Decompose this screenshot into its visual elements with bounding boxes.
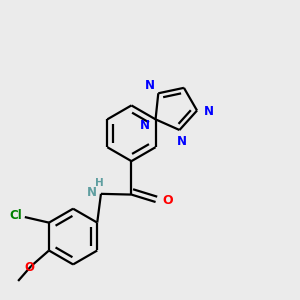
Text: Cl: Cl (9, 209, 22, 222)
Text: H: H (95, 178, 104, 188)
Text: O: O (24, 261, 34, 274)
Text: N: N (145, 79, 154, 92)
Text: N: N (140, 119, 150, 132)
Text: N: N (177, 135, 187, 148)
Text: N: N (204, 105, 214, 118)
Text: N: N (86, 186, 97, 199)
Text: O: O (162, 194, 173, 207)
